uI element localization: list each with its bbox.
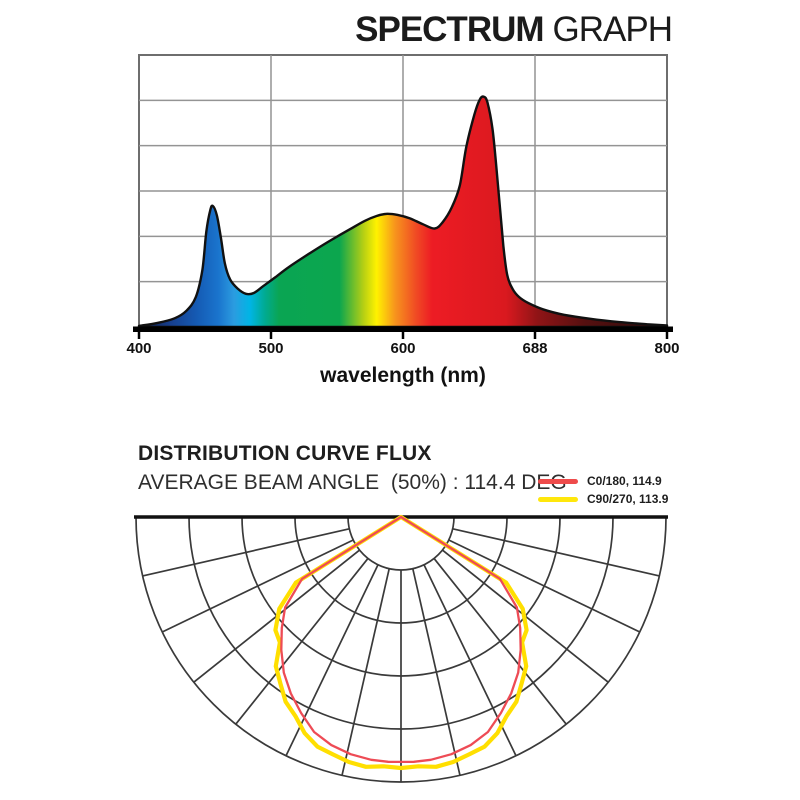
distribution-subtitle: AVERAGE BEAM ANGLE (50%) : 114.4 DEG — [138, 471, 567, 494]
spectrum-curve — [137, 95, 669, 329]
distribution-title: DISTRIBUTION CURVE FLUX — [138, 442, 432, 465]
polar-spoke — [142, 527, 350, 577]
legend-row: C0/180, 114.9 — [538, 474, 668, 489]
polar-spoke — [235, 557, 369, 725]
page-title-heavy: SPECTRUM — [355, 10, 544, 49]
beam-curve — [273, 514, 529, 771]
legend-label: C90/270, 113.9 — [587, 492, 669, 506]
polar-spoke — [411, 568, 461, 776]
beam-curve — [280, 515, 522, 764]
polar-ring — [347, 516, 455, 571]
legend-label: C0/180, 114.9 — [587, 474, 662, 488]
legend-row: C90/270, 113.9 — [538, 492, 668, 507]
polar-spoke — [161, 539, 354, 633]
legend-swatch — [538, 479, 578, 484]
polar-spoke — [448, 539, 641, 633]
page-title: SPECTRUM GRAPH — [0, 10, 673, 50]
spectrum-x-axis — [133, 326, 673, 332]
spectrum-x-tick-label: 688 — [522, 340, 548, 357]
spectrum-x-tick-label: 500 — [258, 340, 284, 357]
spectrum-x-axis-title: wavelength (nm) — [320, 364, 486, 387]
polar-spoke — [433, 557, 567, 725]
spectrum-x-tick-label: 400 — [126, 340, 152, 357]
spectrum-x-tick-label: 600 — [390, 340, 416, 357]
distribution-legend: C0/180, 114.9 C90/270, 113.9 — [538, 474, 668, 507]
polar-spoke — [341, 568, 391, 776]
spectrum-x-tick-label: 800 — [654, 340, 680, 357]
page-title-light: GRAPH — [552, 10, 673, 49]
legend-swatch — [538, 497, 578, 502]
polar-spoke — [452, 527, 660, 577]
